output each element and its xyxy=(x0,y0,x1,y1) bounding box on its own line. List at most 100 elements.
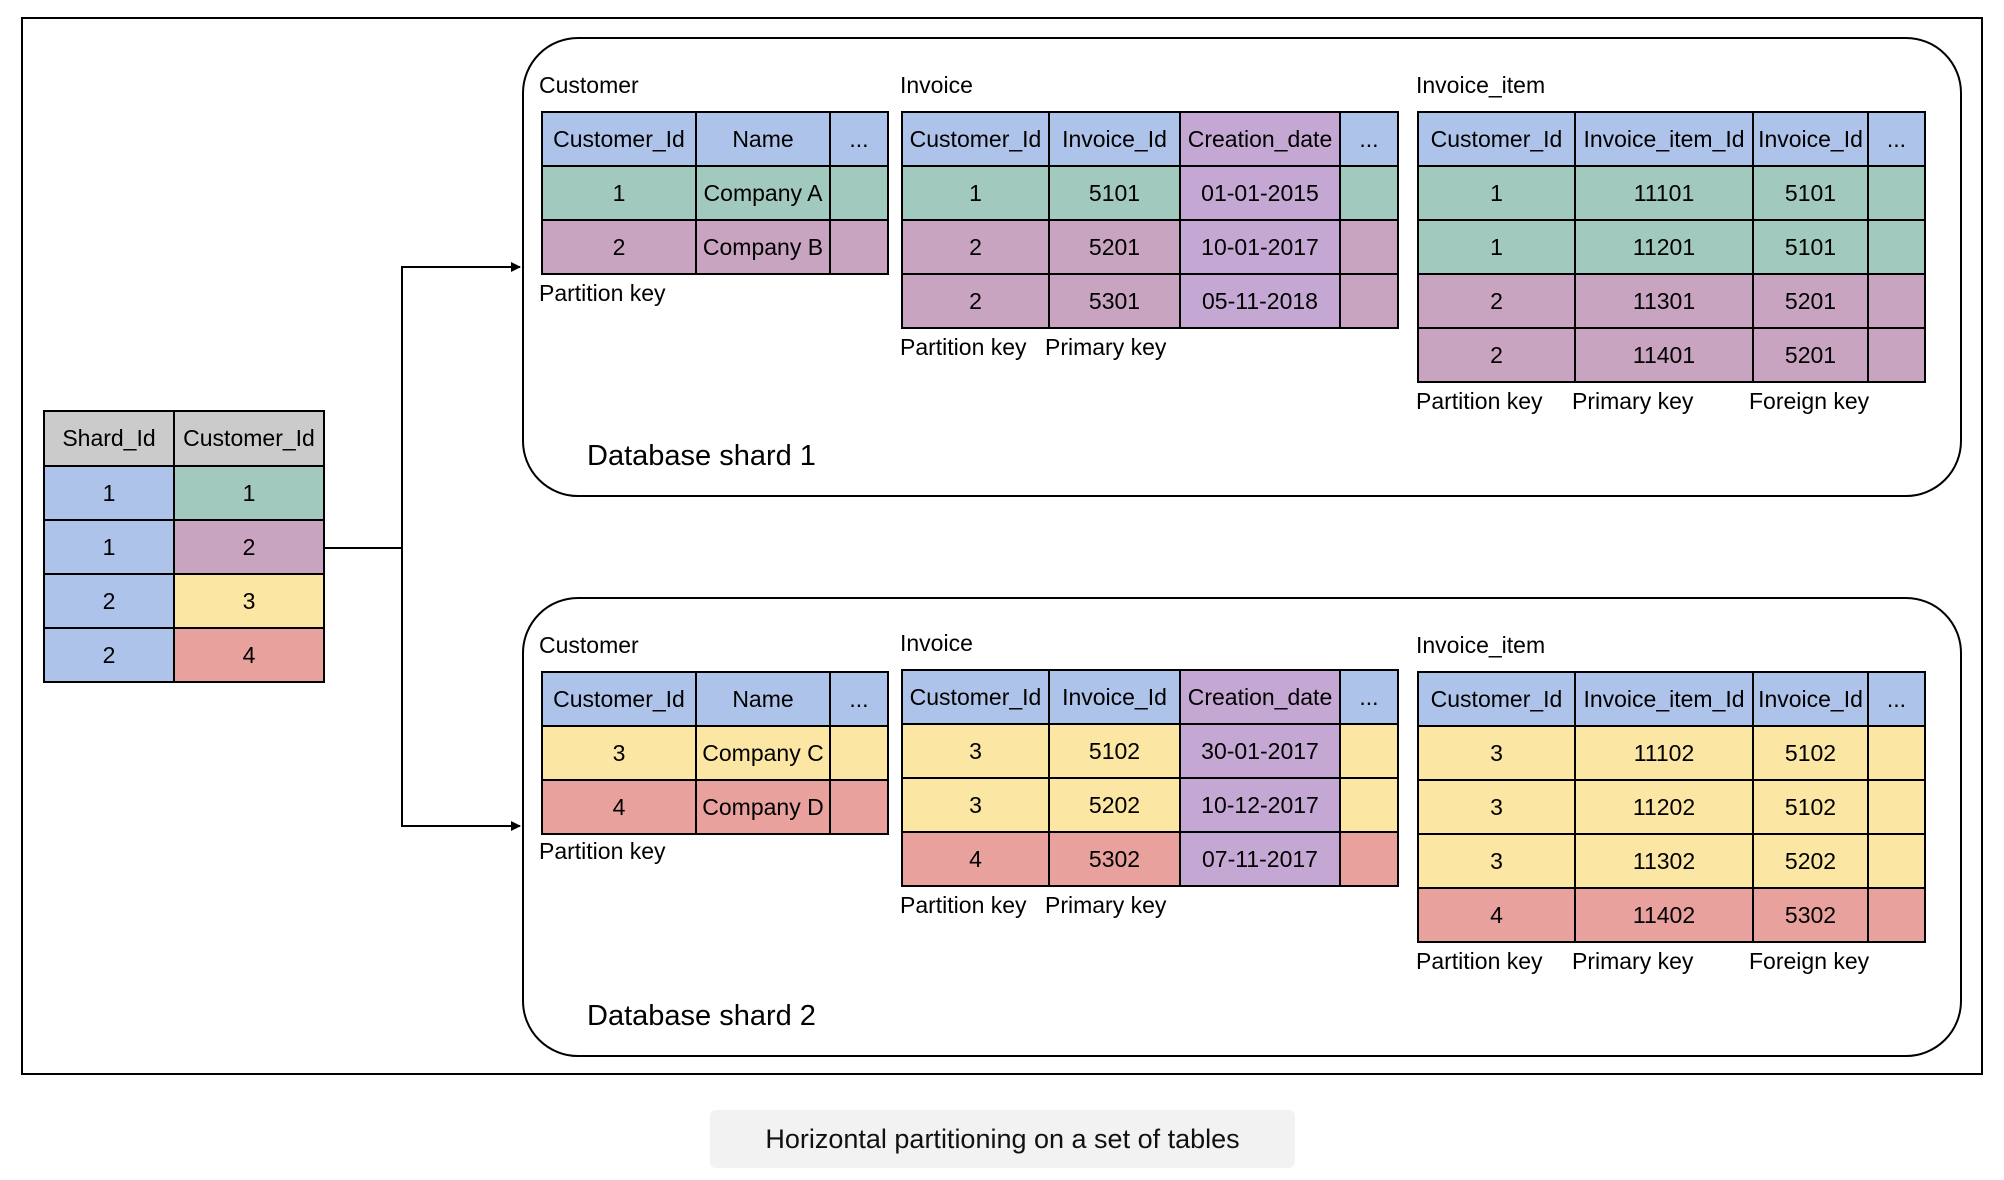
table-cell: 11202 xyxy=(1574,779,1754,835)
key-label: Partition key xyxy=(1416,948,1543,974)
table-row: 4 11402 5302 xyxy=(1417,887,1926,943)
table-cell xyxy=(829,219,889,275)
lookup-cell: 2 xyxy=(43,573,175,629)
invoice-table-title: Invoice xyxy=(900,630,973,656)
column-header: ... xyxy=(1339,111,1399,167)
column-header: ... xyxy=(1339,669,1399,725)
column-header: Invoice_Id xyxy=(1752,111,1869,167)
customer-table: Customer_Id Name ... 3 Company C 4 Compa… xyxy=(541,671,889,835)
table-cell xyxy=(1339,777,1399,833)
table-cell: 11401 xyxy=(1574,327,1754,383)
column-header: ... xyxy=(829,671,889,727)
table-row: 3 5102 30-01-2017 xyxy=(901,723,1399,779)
key-label: Primary key xyxy=(1572,388,1694,414)
table-cell: 5102 xyxy=(1048,723,1181,779)
table-cell: 05-11-2018 xyxy=(1179,273,1341,329)
table-cell: 10-12-2017 xyxy=(1179,777,1341,833)
table-cell: 1 xyxy=(541,165,697,221)
table-cell: Company A xyxy=(695,165,831,221)
shard-lookup-table: Shard_Id Customer_Id 1 1 1 2 2 3 2 4 xyxy=(43,410,325,683)
column-header: Customer_Id xyxy=(541,111,697,167)
key-label: Primary key xyxy=(1572,948,1694,974)
table-cell: 3 xyxy=(541,725,697,781)
table-row: 2 5301 05-11-2018 xyxy=(901,273,1399,329)
table-cell: 1 xyxy=(1417,219,1576,275)
key-label: Partition key xyxy=(539,280,666,306)
table-cell xyxy=(1867,327,1926,383)
invoice-table: Customer_Id Invoice_Id Creation_date ...… xyxy=(901,669,1399,887)
table-row: 3 Company C xyxy=(541,725,889,781)
invoice-item-table-title: Invoice_item xyxy=(1416,632,1546,658)
table-row: 4 Company D xyxy=(541,779,889,835)
column-header: ... xyxy=(1867,111,1926,167)
table-cell: 2 xyxy=(901,273,1050,329)
table-cell: 3 xyxy=(1417,833,1576,889)
table-cell: Company B xyxy=(695,219,831,275)
column-header: Creation_date xyxy=(1179,111,1341,167)
table-cell: Company C xyxy=(695,725,831,781)
column-header: Customer_Id xyxy=(901,669,1050,725)
shard-title: Database shard 1 xyxy=(587,440,816,472)
key-label: Primary key xyxy=(1045,334,1167,360)
lookup-header-shard-id: Shard_Id xyxy=(43,410,175,467)
database-shard-1 xyxy=(522,37,1962,497)
table-row: 1 11101 5101 xyxy=(1417,165,1926,221)
table-cell: 01-01-2015 xyxy=(1179,165,1341,221)
shard-title: Database shard 2 xyxy=(587,1000,816,1032)
invoice-item-table: Customer_Id Invoice_item_Id Invoice_Id .… xyxy=(1417,111,1926,383)
table-cell: 5101 xyxy=(1048,165,1181,221)
figure-caption: Horizontal partitioning on a set of tabl… xyxy=(710,1110,1295,1168)
table-cell: 5102 xyxy=(1752,779,1869,835)
table-cell: 11102 xyxy=(1574,725,1754,781)
table-cell: 11201 xyxy=(1574,219,1754,275)
table-cell: 5202 xyxy=(1752,833,1869,889)
table-cell: 5302 xyxy=(1048,831,1181,887)
lookup-cell: 2 xyxy=(173,519,325,575)
table-row: 2 5201 10-01-2017 xyxy=(901,219,1399,275)
arrow-to-shard-2 xyxy=(401,548,521,831)
lookup-cell: 1 xyxy=(43,519,175,575)
table-row: 3 11202 5102 xyxy=(1417,779,1926,835)
diagram-frame xyxy=(21,17,1983,1075)
column-header: Invoice_Id xyxy=(1752,671,1869,727)
customer-table-title: Customer xyxy=(539,632,639,658)
table-cell xyxy=(1867,887,1926,943)
table-cell: 3 xyxy=(1417,779,1576,835)
column-header: Customer_Id xyxy=(541,671,697,727)
table-row: 1 11201 5101 xyxy=(1417,219,1926,275)
table-cell: 5302 xyxy=(1752,887,1869,943)
table-cell: 1 xyxy=(1417,165,1576,221)
table-cell: 11302 xyxy=(1574,833,1754,889)
table-cell: 2 xyxy=(541,219,697,275)
key-label: Partition key xyxy=(539,838,666,864)
lookup-cell: 1 xyxy=(173,465,325,521)
table-row: 3 11302 5202 xyxy=(1417,833,1926,889)
invoice-item-table: Customer_Id Invoice_item_Id Invoice_Id .… xyxy=(1417,671,1926,943)
table-cell: 11301 xyxy=(1574,273,1754,329)
table-cell: 5202 xyxy=(1048,777,1181,833)
table-cell: 2 xyxy=(901,219,1050,275)
arrow-to-shard-1 xyxy=(401,262,521,548)
table-cell xyxy=(1867,833,1926,889)
table-cell: 3 xyxy=(1417,725,1576,781)
table-cell: 5101 xyxy=(1752,219,1869,275)
column-header: ... xyxy=(829,111,889,167)
column-header: Invoice_item_Id xyxy=(1574,671,1754,727)
lookup-cell: 3 xyxy=(173,573,325,629)
customer-table-title: Customer xyxy=(539,72,639,98)
table-cell xyxy=(1867,779,1926,835)
table-cell: 4 xyxy=(901,831,1050,887)
table-cell xyxy=(829,165,889,221)
table-cell: 3 xyxy=(901,777,1050,833)
table-cell: 2 xyxy=(1417,327,1576,383)
table-cell: 11402 xyxy=(1574,887,1754,943)
table-cell: 5101 xyxy=(1752,165,1869,221)
column-header: Invoice_Id xyxy=(1048,111,1181,167)
table-row: 1 Company A xyxy=(541,165,889,221)
table-cell: 5201 xyxy=(1048,219,1181,275)
table-cell xyxy=(1339,273,1399,329)
table-cell xyxy=(1867,165,1926,221)
key-label: Foreign key xyxy=(1749,948,1870,974)
table-cell: 3 xyxy=(901,723,1050,779)
lookup-header-customer-id: Customer_Id xyxy=(173,410,325,467)
